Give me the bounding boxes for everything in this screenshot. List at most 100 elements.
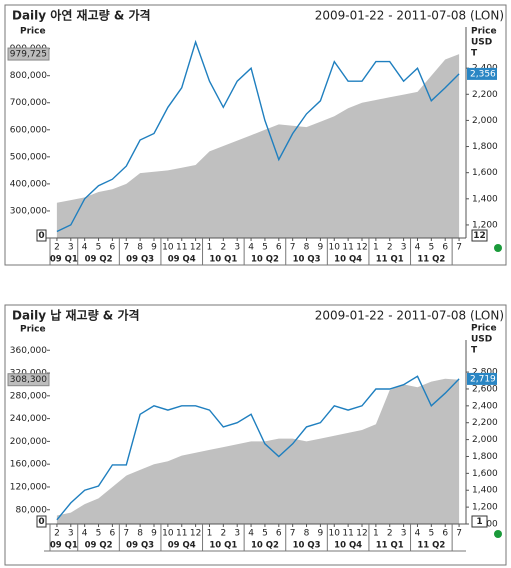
quarter-label: 10 Q4 [334,541,362,551]
corner-right-box [471,515,488,528]
corner-left-box [36,229,47,242]
x-tick-label: 9 [151,243,157,253]
chart: Daily 납 재고량 & 가격 2009-01-22 - 2011-07-08 … [4,304,507,566]
quarter-label: 10 Q1 [209,255,237,265]
x-tick-label: 9 [318,243,324,253]
x-tick-label: 8 [137,529,143,539]
y2-tick-label: 1,400 [472,194,498,204]
corner-right-label: 12 [473,231,486,241]
y-tick-label: 500,000 [10,152,47,162]
x-tick-label: 4 [82,243,88,253]
y2-tick-label: 2,800 [472,368,498,378]
y-tick-label: 400,000 [10,179,47,189]
x-tick-label: 3 [68,529,74,539]
x-tick-label: 7 [456,243,462,253]
chart-subtitle: 2009-01-22 - 2011-07-08 (LON) [315,9,504,23]
current-price-box [467,372,497,385]
x-tick-label: 3 [234,243,240,253]
y2-tick-label: 2,200 [472,418,498,428]
x-tick-label: 12 [190,529,201,539]
x-tick-label: 10 [329,243,341,253]
x-tick-label: 6 [442,529,448,539]
y-tick-label: 700,000 [10,98,47,108]
x-tick-label: 8 [304,243,310,253]
y-tick-label: 280,000 [10,391,47,401]
x-tick-label: 10 [329,529,341,539]
y-tick-label: 240,000 [10,414,47,424]
x-tick-label: 10 [162,529,174,539]
x-tick-label: 2 [387,529,393,539]
y2-axis-label: USD [471,335,492,345]
quarter-label: 09 Q1 [50,541,78,551]
x-tick-label: 2 [54,529,60,539]
y2-tick-label: 2,000 [472,435,498,445]
x-tick-label: 2 [387,243,393,253]
y2-axis-label: USD [471,38,492,48]
x-tick-label: 1 [207,529,213,539]
y2-tick-label: 1,600 [472,469,498,479]
current-price-label: 2,356 [470,69,496,79]
quarter-label: 10 Q2 [251,541,279,551]
y2-tick-label: 2,600 [472,384,498,394]
x-tick-label: 7 [456,529,462,539]
x-tick-label: 11 [342,529,353,539]
corner-left-label: 0 [38,231,44,241]
corner-left-label: 0 [38,517,44,527]
chart-title: Daily 아연 재고량 & 가격 [12,8,151,23]
x-tick-label: 11 [176,243,187,253]
x-tick-label: 1 [207,243,213,253]
corner-right-label: 1 [476,517,482,527]
x-tick-label: 4 [415,529,421,539]
x-tick-label: 7 [290,529,296,539]
x-tick-label: 3 [401,243,407,253]
y2-axis-label: Price [471,324,497,334]
x-tick-label: 7 [123,243,129,253]
y-tick-label: 360,000 [10,346,47,356]
chart: Daily 아연 재고량 & 가격 2009-01-22 - 2011-07-08… [4,4,507,266]
y2-tick-label: 2,400 [472,401,498,411]
quarter-label: 11 Q2 [417,541,445,551]
x-tick-label: 10 [162,243,174,253]
x-tick-label: 6 [442,243,448,253]
x-tick-label: 3 [401,529,407,539]
x-tick-label: 11 [342,243,353,253]
current-stock-box [7,373,50,387]
quarter-label: 09 Q2 [85,541,113,551]
x-tick-label: 4 [415,243,421,253]
y-tick-label: 300,000 [10,206,47,216]
y-tick-label: 800,000 [10,71,47,81]
x-tick-label: 3 [68,243,74,253]
x-tick-label: 9 [318,529,324,539]
current-price-box [467,67,497,80]
y-tick-label: 160,000 [10,460,47,470]
y2-tick-label: 1,600 [472,168,498,178]
y2-tick-label: 1,800 [472,142,498,152]
y2-tick-label: 1,200 [472,503,498,513]
x-tick-label: 8 [137,243,143,253]
quarter-label: 10 Q4 [334,255,362,265]
y-tick-label: 200,000 [10,437,47,447]
x-tick-label: 6 [110,243,116,253]
y2-tick-label: 2,200 [472,90,498,100]
x-tick-label: 5 [428,529,434,539]
price-line [56,39,460,233]
x-tick-label: 6 [110,529,116,539]
stock-area [56,378,460,524]
quarter-label: 10 Q3 [293,541,321,551]
x-tick-label: 4 [248,529,254,539]
x-tick-label: 1 [373,529,379,539]
y-tick-label: 120,000 [10,482,47,492]
chart-title: Daily 납 재고량 & 가격 [12,308,140,323]
quarter-label: 09 Q1 [50,255,78,265]
current-price-label: 2,719 [470,374,496,384]
price-line [56,375,460,521]
quarter-label: 09 Q2 [85,255,113,265]
quarter-label: 10 Q2 [251,255,279,265]
quarter-label: 11 Q2 [417,255,445,265]
y2-tick-label: 1,400 [472,486,498,496]
x-tick-label: 4 [248,243,254,253]
x-tick-label: 4 [82,529,88,539]
stock-area [56,54,460,238]
x-tick-label: 5 [96,243,102,253]
